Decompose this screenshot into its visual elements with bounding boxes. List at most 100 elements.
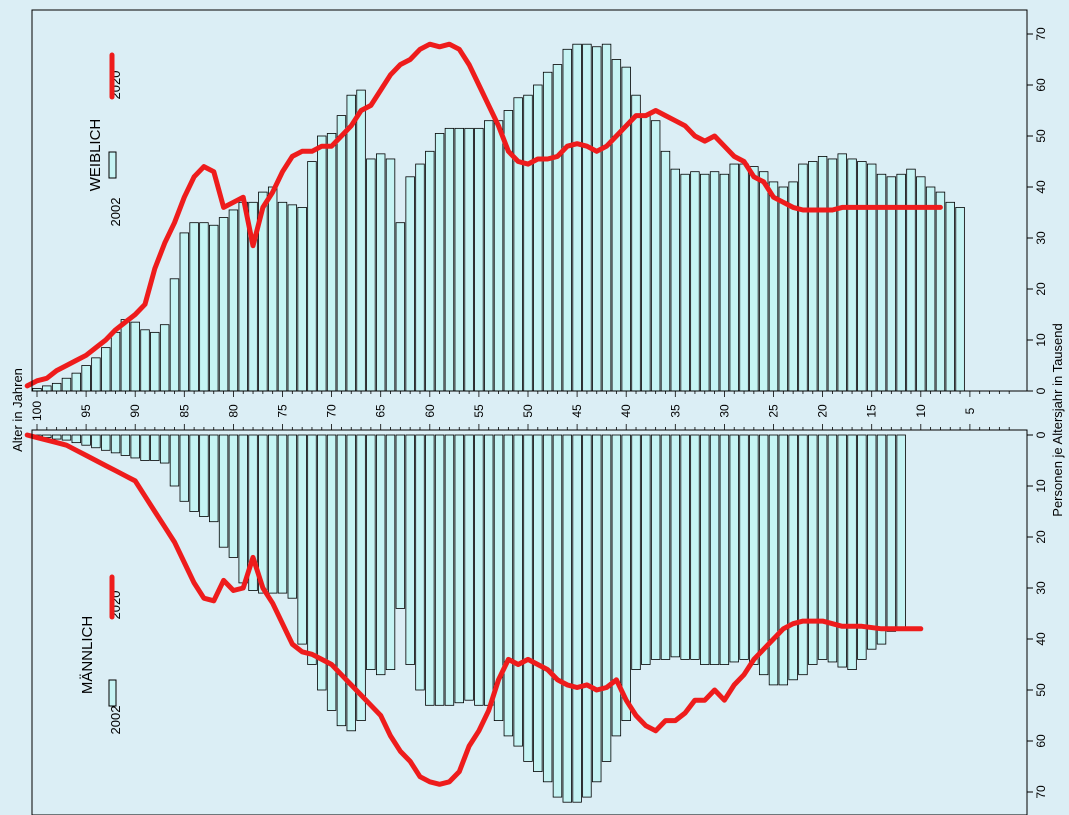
bar-maennlich-age-44 bbox=[582, 434, 592, 798]
bar-weiblich-age-85 bbox=[179, 232, 190, 392]
bar-maennlich-age-54 bbox=[484, 434, 494, 706]
bar-weiblich-age-24 bbox=[778, 186, 789, 392]
legend-2002-swatch-weiblich bbox=[108, 151, 117, 179]
age-tick-label-85: 85 bbox=[177, 404, 191, 418]
age-tick-label-65: 65 bbox=[374, 404, 388, 418]
bar-maennlich-age-78 bbox=[248, 434, 258, 591]
bar-weiblich-age-37 bbox=[650, 120, 661, 392]
bar-maennlich-age-13 bbox=[886, 434, 897, 632]
bar-maennlich-age-87 bbox=[159, 434, 170, 464]
bar-maennlich-age-88 bbox=[150, 434, 160, 461]
value-tick-label-maennlich-70: 70 bbox=[1034, 785, 1048, 799]
bar-weiblich-age-90 bbox=[130, 321, 140, 392]
bar-weiblich-age-8 bbox=[935, 191, 946, 392]
bar-maennlich-age-28 bbox=[739, 434, 749, 660]
age-tick-label-100: 100 bbox=[30, 401, 44, 421]
bar-weiblich-age-91 bbox=[120, 319, 131, 392]
bar-weiblich-age-49 bbox=[533, 84, 543, 392]
bar-maennlich-age-16 bbox=[857, 434, 867, 660]
bar-maennlich-age-97 bbox=[61, 434, 72, 441]
bar-weiblich-age-60 bbox=[425, 150, 435, 392]
age-tick-label-5: 5 bbox=[963, 407, 977, 414]
bar-weiblich-age-50 bbox=[523, 94, 533, 392]
bar-maennlich-age-67 bbox=[356, 434, 366, 722]
bar-weiblich-age-7 bbox=[945, 201, 955, 392]
panel-title-maennlich-group: MÄNNLICH bbox=[79, 616, 96, 694]
bar-weiblich-age-19 bbox=[827, 158, 838, 392]
bar-weiblich-age-31 bbox=[709, 171, 720, 392]
bar-maennlich-age-63 bbox=[395, 434, 406, 609]
bar-maennlich-age-90 bbox=[130, 434, 140, 459]
bar-maennlich-age-70 bbox=[326, 434, 337, 711]
bar-weiblich-age-96 bbox=[71, 372, 81, 392]
value-tick-label-maennlich-20: 20 bbox=[1034, 530, 1048, 544]
bar-weiblich-age-25 bbox=[768, 181, 779, 392]
bar-maennlich-age-98 bbox=[51, 434, 62, 440]
bar-maennlich-age-14 bbox=[876, 434, 887, 645]
bar-maennlich-age-31 bbox=[709, 434, 720, 665]
value-tick-label-maennlich-60: 60 bbox=[1034, 734, 1048, 748]
bar-maennlich-age-15 bbox=[867, 434, 877, 650]
bar-weiblich-age-45 bbox=[572, 43, 582, 392]
bar-weiblich-age-38 bbox=[641, 115, 651, 392]
bar-maennlich-age-85 bbox=[179, 434, 190, 502]
bar-weiblich-age-42 bbox=[601, 43, 612, 392]
bar-weiblich-age-83 bbox=[199, 222, 209, 392]
bar-weiblich-age-75 bbox=[277, 201, 288, 392]
age-tick-label-60: 60 bbox=[423, 404, 437, 418]
bar-maennlich-age-74 bbox=[287, 434, 298, 599]
bar-weiblich-age-47 bbox=[552, 64, 563, 392]
bar-maennlich-age-95 bbox=[81, 434, 91, 446]
age-axis: 100 95 90 85 80 75 70 65 60 55 50 45 40 35 30 25 20 15 10 5 bbox=[30, 390, 1027, 431]
bar-weiblich-age-65 bbox=[375, 153, 386, 392]
bar-maennlich-age-41 bbox=[611, 434, 622, 737]
value-tick-label-weiblich-70: 70 bbox=[1034, 27, 1048, 41]
bar-maennlich-age-49 bbox=[533, 434, 543, 773]
bar-maennlich-age-73 bbox=[297, 434, 307, 645]
bar-weiblich-age-81 bbox=[218, 217, 229, 392]
bar-maennlich-age-69 bbox=[336, 434, 347, 727]
bar-maennlich-age-51 bbox=[513, 434, 523, 747]
bar-weiblich-age-15 bbox=[867, 163, 877, 392]
bar-maennlich-age-34 bbox=[680, 434, 690, 660]
bar-maennlich-age-18 bbox=[837, 434, 847, 668]
bar-maennlich-age-29 bbox=[729, 434, 739, 663]
bar-maennlich-age-38 bbox=[641, 434, 651, 665]
bar-weiblich-age-22 bbox=[798, 163, 808, 392]
bar-maennlich-age-59 bbox=[434, 434, 445, 706]
age-tick-label-45: 45 bbox=[570, 404, 584, 418]
legend-2002-label-maennlich: 2002 bbox=[108, 706, 123, 735]
bar-weiblich-age-56 bbox=[464, 127, 474, 392]
value-tick-label-maennlich-50: 50 bbox=[1034, 683, 1048, 697]
bar-maennlich-age-56 bbox=[464, 434, 474, 701]
bar-weiblich-age-36 bbox=[660, 150, 671, 392]
bar-maennlich-age-23 bbox=[788, 434, 798, 681]
value-tick-label-maennlich-40: 40 bbox=[1034, 632, 1048, 646]
age-tick-label-70: 70 bbox=[325, 404, 339, 418]
bar-maennlich-age-96 bbox=[71, 434, 81, 444]
bar-maennlich-age-33 bbox=[690, 434, 700, 660]
bar-maennlich-age-32 bbox=[700, 434, 710, 665]
bar-maennlich-age-47 bbox=[552, 434, 563, 798]
bar-maennlich-age-81 bbox=[218, 434, 229, 548]
bar-maennlich-age-42 bbox=[601, 434, 612, 762]
age-tick-label-75: 75 bbox=[276, 404, 290, 418]
bars-maennlich-2002 bbox=[32, 434, 906, 803]
bar-maennlich-age-20 bbox=[817, 434, 828, 660]
bar-maennlich-age-61 bbox=[415, 434, 425, 691]
value-axis: 0 0 10 10 20 20 30 30 40 40 50 50 60 60 70 70 bbox=[1027, 27, 1048, 799]
value-tick-label-weiblich-10: 10 bbox=[1034, 333, 1048, 347]
age-tick-label-30: 30 bbox=[717, 404, 731, 418]
age-tick-label-35: 35 bbox=[668, 404, 682, 418]
bar-weiblich-age-51 bbox=[513, 97, 523, 392]
bar-weiblich-age-57 bbox=[454, 127, 464, 392]
panel-title-maennlich: MÄNNLICH bbox=[79, 616, 96, 694]
bar-maennlich-age-75 bbox=[277, 434, 288, 594]
age-tick-label-90: 90 bbox=[128, 404, 142, 418]
bar-weiblich-age-70 bbox=[326, 133, 337, 392]
bar-maennlich-age-57 bbox=[454, 434, 464, 704]
bar-maennlich-age-84 bbox=[189, 434, 199, 512]
bar-maennlich-age-27 bbox=[749, 434, 759, 665]
age-tick-label-50: 50 bbox=[521, 404, 535, 418]
bar-weiblich-age-64 bbox=[385, 158, 396, 392]
